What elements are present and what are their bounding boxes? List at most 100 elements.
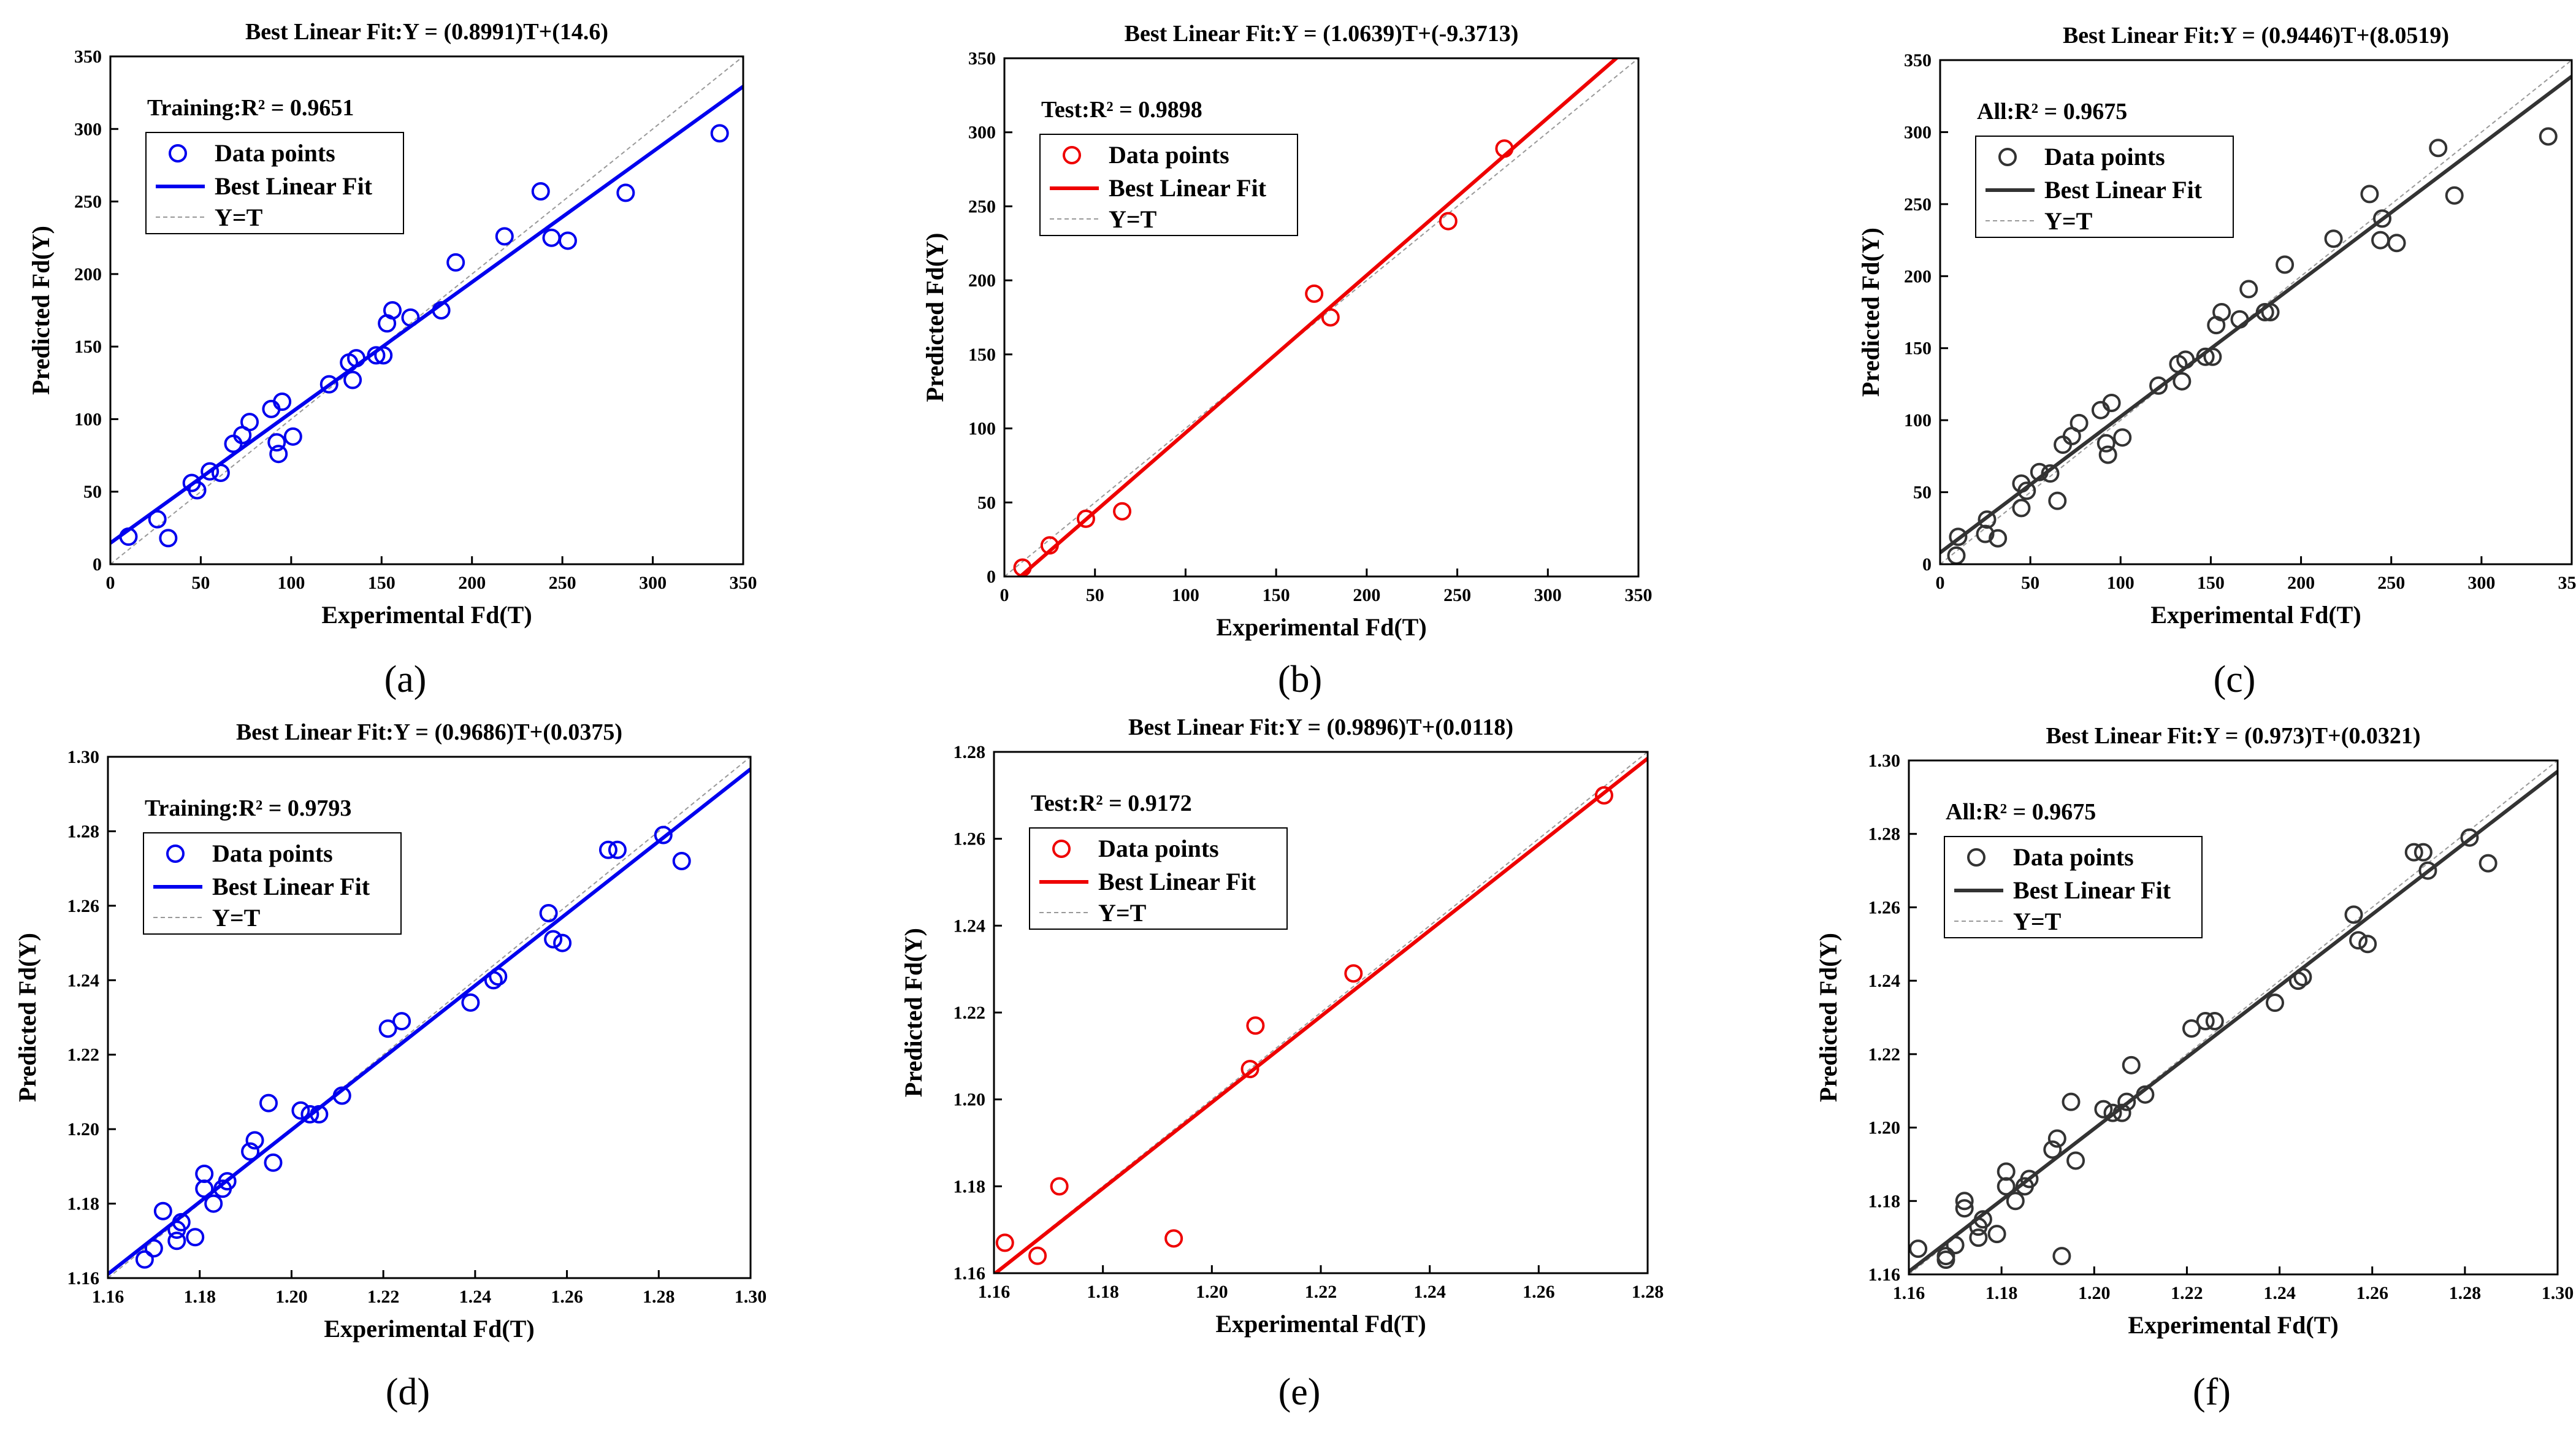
x-tick-label: 50 xyxy=(191,573,210,593)
x-tick-label: 1.28 xyxy=(643,1287,675,1307)
data-point xyxy=(2047,1129,2066,1148)
data-point xyxy=(2054,435,2073,454)
data-point xyxy=(2429,139,2448,158)
x-tick-label: 1.22 xyxy=(2171,1283,2203,1303)
data-point xyxy=(1594,786,1613,805)
y-tick-label: 0 xyxy=(987,567,996,587)
data-point xyxy=(1955,1192,1974,1211)
x-tick-label: 0 xyxy=(106,573,115,593)
data-point xyxy=(484,971,503,990)
data-point xyxy=(544,930,563,949)
data-point xyxy=(2414,843,2433,862)
data-point xyxy=(2445,186,2464,205)
y-tick-label: 1.20 xyxy=(1868,1118,1901,1138)
data-point xyxy=(2212,303,2231,321)
data-point xyxy=(273,393,292,412)
x-tick-label: 300 xyxy=(1534,585,1562,605)
x-axis-label: Experimental Fd(T) xyxy=(2150,601,2361,629)
r2-annotation: All:R² = 0.9675 xyxy=(1977,99,2127,124)
data-point xyxy=(1439,212,1458,231)
legend-marker-points xyxy=(1052,840,1071,858)
data-point xyxy=(1164,1229,1183,1248)
data-point xyxy=(2098,445,2117,464)
data-point xyxy=(119,527,138,546)
data-point xyxy=(2196,1011,2215,1030)
x-tick-label: 1.30 xyxy=(735,1287,767,1307)
panel-label: (b) xyxy=(1278,659,1322,700)
r2-annotation: Training:R² = 0.9651 xyxy=(147,95,354,121)
data-point xyxy=(2293,968,2312,987)
panel-label: (e) xyxy=(1278,1371,1321,1413)
data-point xyxy=(259,1093,278,1113)
x-tick-label: 1.26 xyxy=(1523,1282,1555,1302)
y-tick-label: 50 xyxy=(977,492,996,513)
y-tick-label: 200 xyxy=(1904,266,1932,286)
data-point xyxy=(1246,1016,1265,1035)
data-point xyxy=(347,349,366,368)
y-tick-label: 1.18 xyxy=(954,1176,986,1197)
x-tick-label: 350 xyxy=(1625,585,1653,605)
r2-annotation: Training:R² = 0.9793 xyxy=(145,795,351,821)
r2-annotation: Test:R² = 0.9898 xyxy=(1041,97,1202,123)
legend-label-fit: Best Linear Fit xyxy=(2013,876,2171,904)
data-point xyxy=(1305,284,1324,303)
y-tick-label: 1.30 xyxy=(1868,751,1901,771)
data-point xyxy=(319,375,338,394)
data-point xyxy=(172,1212,191,1231)
legend-marker-points xyxy=(169,144,187,163)
chart-title: Best Linear Fit:Y = (0.9686)T+(0.0375) xyxy=(236,719,622,745)
y-tick-label: 200 xyxy=(74,264,102,285)
data-point xyxy=(2117,1092,2136,1111)
x-tick-label: 100 xyxy=(2107,573,2135,593)
x-tick-label: 350 xyxy=(730,573,757,593)
data-point xyxy=(2017,481,2036,500)
y-tick-label: 0 xyxy=(93,554,102,575)
data-point xyxy=(2012,499,2031,518)
data-point xyxy=(2371,231,2390,250)
data-point xyxy=(2255,303,2274,321)
data-point xyxy=(1495,139,1514,158)
reference-line xyxy=(1004,58,1638,576)
data-point xyxy=(608,840,627,859)
data-point xyxy=(2387,234,2406,253)
legend-label-points: Data points xyxy=(212,840,333,867)
plot-frame xyxy=(107,756,752,1279)
data-point xyxy=(1997,1162,2016,1181)
panel-label: (f) xyxy=(2193,1371,2231,1413)
data-point xyxy=(1040,536,1059,555)
y-axis-label: Predicted Fd(Y) xyxy=(1857,228,1884,397)
panel-label: (c) xyxy=(2214,659,2256,700)
reference-line xyxy=(1909,760,2558,1274)
y-tick-label: 350 xyxy=(1904,50,1932,71)
data-point xyxy=(1344,964,1363,983)
data-point xyxy=(2070,413,2089,432)
y-tick-label: 50 xyxy=(1913,483,1932,503)
data-point xyxy=(211,463,230,482)
data-point xyxy=(2261,303,2280,321)
y-tick-label: 1.20 xyxy=(954,1090,986,1110)
data-point xyxy=(245,1131,264,1150)
data-point xyxy=(1240,1060,1259,1079)
data-point xyxy=(539,904,558,922)
y-tick-label: 1.18 xyxy=(1868,1191,1901,1211)
data-point xyxy=(2205,1011,2224,1030)
data-point xyxy=(383,301,402,320)
data-point xyxy=(310,1105,329,1124)
data-point xyxy=(2176,350,2195,369)
data-point xyxy=(1028,1246,1047,1265)
x-tick-label: 250 xyxy=(1443,585,1471,605)
data-point xyxy=(654,825,673,844)
data-point xyxy=(2136,1085,2155,1104)
x-tick-label: 200 xyxy=(2287,573,2315,593)
chart-panel-f: Best Linear Fit:Y = (0.973)T+(0.0321) 1.1… xyxy=(1814,723,2574,1413)
data-point xyxy=(1321,308,1340,327)
legend-label-points: Data points xyxy=(1098,835,1219,862)
x-tick-label: 1.24 xyxy=(1413,1282,1446,1302)
data-point xyxy=(159,529,178,548)
x-tick-label: 1.20 xyxy=(1196,1282,1228,1302)
panel-label: (a) xyxy=(384,659,427,700)
x-tick-label: 300 xyxy=(639,573,667,593)
y-tick-label: 1.16 xyxy=(954,1263,986,1284)
chart-panel-d: Best Linear Fit:Y = (0.9686)T+(0.0375) 1.… xyxy=(13,719,766,1413)
